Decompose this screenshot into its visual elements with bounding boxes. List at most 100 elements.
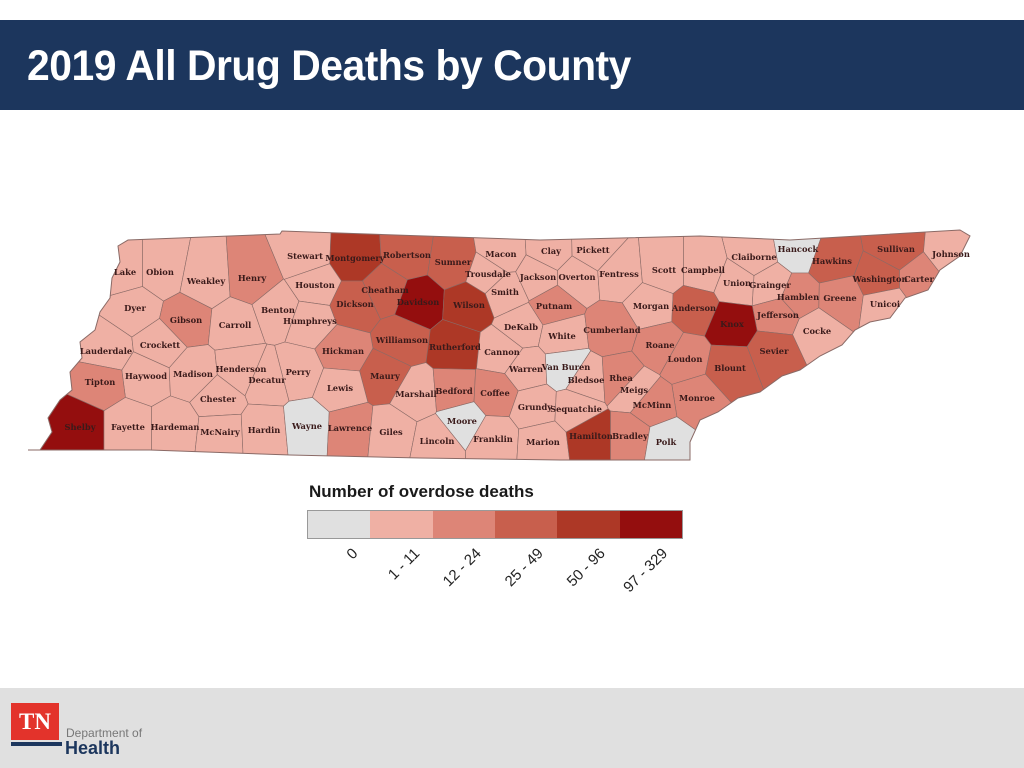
county-label: Grainger bbox=[749, 280, 791, 290]
county-label: Humphreys bbox=[283, 316, 337, 326]
footer: TN Department of Health bbox=[0, 688, 1024, 768]
county-label: Sullivan bbox=[877, 244, 915, 254]
county-label: Obion bbox=[146, 267, 174, 277]
county-wayne bbox=[283, 397, 330, 460]
county-johnson bbox=[923, 230, 970, 382]
county-label: Houston bbox=[295, 280, 334, 290]
county-label: Shelby bbox=[64, 422, 96, 432]
county-label: Overton bbox=[558, 272, 595, 282]
county-label: Cheatham bbox=[361, 285, 409, 295]
page-title: 2019 All Drug Deaths by County bbox=[27, 42, 631, 90]
legend-swatch-3 bbox=[494, 511, 558, 538]
county-label: Anderson bbox=[671, 303, 716, 313]
county-label: Cocke bbox=[803, 326, 831, 336]
county-label: Chester bbox=[200, 394, 237, 404]
legend-swatch-4 bbox=[557, 511, 620, 538]
county-label: Hamilton bbox=[569, 431, 613, 441]
county-unicoi bbox=[857, 287, 970, 460]
county-hardin bbox=[240, 403, 291, 460]
county-label: Fentress bbox=[599, 269, 639, 279]
county-lawrence bbox=[325, 401, 374, 460]
legend-labels: 0 1 - 11 12 - 24 25 - 49 50 - 96 97 - 32… bbox=[307, 539, 687, 619]
department-of-label: Department of bbox=[66, 726, 143, 740]
county-label: Franklin bbox=[473, 434, 513, 444]
county-label: Bedford bbox=[435, 386, 473, 396]
county-label: Sumner bbox=[435, 257, 472, 267]
county-label: Warren bbox=[508, 364, 543, 374]
legend-title: Number of overdose deaths bbox=[309, 482, 534, 501]
county-label: Unicoi bbox=[870, 299, 900, 309]
county-label: Marshall bbox=[395, 389, 436, 399]
legend-label-3: 25 - 49 bbox=[501, 545, 548, 591]
county-label: Macon bbox=[485, 249, 516, 259]
county-montgomery bbox=[329, 230, 382, 282]
title-bar: 2019 All Drug Deaths by County bbox=[0, 20, 1024, 110]
legend-swatch-0 bbox=[308, 511, 371, 538]
county-label: Robertson bbox=[383, 250, 431, 260]
county-label: McNairy bbox=[200, 427, 241, 437]
county-label: Scott bbox=[652, 265, 676, 275]
county-label: Decatur bbox=[248, 375, 286, 385]
county-label: Carroll bbox=[219, 320, 252, 330]
county-label: Meigs bbox=[620, 385, 648, 395]
county-mcnairy bbox=[191, 413, 245, 460]
county-label: Campbell bbox=[681, 265, 725, 275]
county-label: Moore bbox=[447, 416, 477, 426]
county-label: Maury bbox=[370, 371, 401, 381]
county-label: Polk bbox=[656, 437, 677, 447]
tn-logo: TN bbox=[11, 703, 59, 740]
county-label: DeKalb bbox=[504, 322, 538, 332]
county-label: Knox bbox=[720, 319, 744, 329]
county-label: Cannon bbox=[484, 347, 520, 357]
legend-swatch-2 bbox=[432, 511, 495, 538]
county-label: Stewart bbox=[287, 251, 323, 261]
legend-label-4: 50 - 96 bbox=[563, 545, 610, 591]
county-label: Giles bbox=[379, 427, 403, 437]
legend-label-5: 97 - 329 bbox=[620, 545, 672, 596]
county-label: Cumberland bbox=[583, 325, 640, 335]
county-label: Monroe bbox=[679, 393, 715, 403]
county-label: Smith bbox=[491, 287, 519, 297]
county-label: Haywood bbox=[125, 371, 167, 381]
county-label: Marion bbox=[526, 437, 560, 447]
county-label: Henry bbox=[238, 273, 268, 283]
county-label: Hancock bbox=[778, 244, 819, 254]
county-label: Van Buren bbox=[541, 362, 591, 372]
county-label: Trousdale bbox=[465, 269, 511, 279]
county-label: Hickman bbox=[322, 346, 364, 356]
county-label: Claiborne bbox=[731, 252, 776, 262]
county-marion bbox=[515, 420, 573, 460]
county-label: Hamblen bbox=[777, 292, 819, 302]
county-label: Greene bbox=[823, 293, 856, 303]
county-label: Benton bbox=[261, 305, 295, 315]
county-label: Dickson bbox=[336, 299, 373, 309]
county-label: Jefferson bbox=[756, 310, 799, 320]
county-label: Hardin bbox=[248, 425, 281, 435]
county-lake bbox=[28, 230, 143, 304]
county-label: Madison bbox=[173, 369, 213, 379]
county-label: Bradley bbox=[612, 431, 649, 441]
county-label: Clay bbox=[541, 246, 562, 256]
county-label: Tipton bbox=[85, 377, 116, 387]
county-label: Morgan bbox=[633, 301, 669, 311]
county-label: Montgomery bbox=[325, 253, 385, 263]
county-weakley bbox=[179, 230, 231, 310]
county-label: Lawrence bbox=[328, 423, 372, 433]
county-hardeman bbox=[151, 395, 200, 460]
county-label: Hawkins bbox=[812, 256, 852, 266]
county-label: Grundy bbox=[518, 402, 553, 412]
legend-swatch-1 bbox=[370, 511, 433, 538]
county-label: Coffee bbox=[480, 388, 510, 398]
county-sequatchie bbox=[554, 388, 609, 433]
county-label: Rutherford bbox=[429, 342, 481, 352]
county-label: Lake bbox=[114, 267, 136, 277]
county-fayette bbox=[103, 397, 152, 460]
county-label: Loudon bbox=[668, 354, 703, 364]
county-label: Pickett bbox=[576, 245, 609, 255]
county-polk bbox=[640, 416, 768, 460]
county-label: Washington bbox=[851, 274, 907, 284]
county-label: Johnson bbox=[931, 249, 970, 259]
county-label: Bledsoe bbox=[568, 375, 605, 385]
county-label: Lincoln bbox=[420, 436, 455, 446]
county-label: Carter bbox=[904, 274, 934, 284]
